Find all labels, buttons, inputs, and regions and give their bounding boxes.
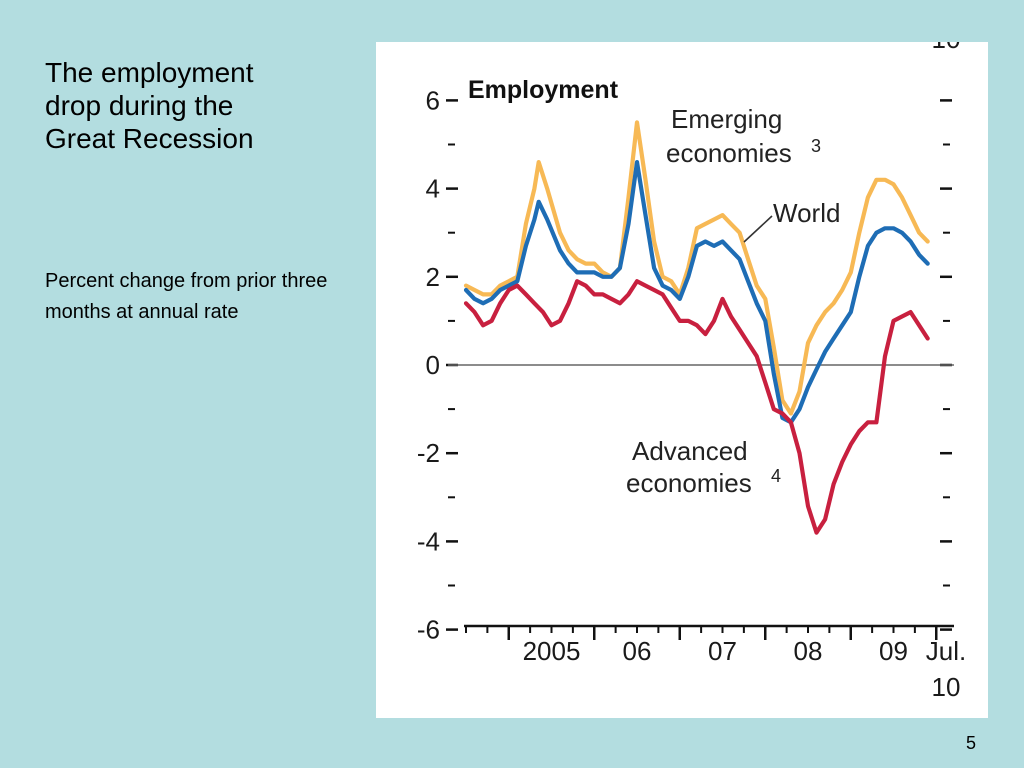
x-tick-label: 2005 — [523, 636, 581, 666]
labels-layer: Employment Emerging economies 3 World Advance… — [468, 76, 840, 498]
series-line-world — [463, 160, 930, 425]
x-tick-label: 09 — [879, 636, 908, 666]
world-leader-line — [743, 215, 773, 243]
series-label-advanced: Advanced — [632, 436, 748, 466]
series-label-emerging-superscript: 3 — [811, 136, 821, 156]
top-right-tick-label: 10 — [932, 42, 961, 54]
series-line-advanced-economies — [463, 279, 930, 535]
page-number: 5 — [965, 733, 976, 753]
series-layer — [463, 120, 930, 535]
series-line-emerging-economies — [463, 120, 930, 416]
y-tick-label: 2 — [426, 262, 440, 292]
y-tick-label: -4 — [417, 526, 440, 556]
y-tick-label: 4 — [426, 174, 440, 204]
y-tick-label: -6 — [417, 615, 440, 645]
y-tick-label: 0 — [426, 350, 440, 380]
slide-title: The employment drop during the Great Rec… — [45, 57, 254, 154]
series-label-advanced-line2: economies — [626, 468, 752, 498]
series-label-emerging: Emerging — [671, 104, 782, 134]
axes-layer: 6 4 2 0 -2 -4 -6 2005 06 07 08 09 Jul. 10 10 — [417, 42, 966, 702]
chart-panel: 6 4 2 0 -2 -4 -6 2005 06 07 08 09 Jul. 10 10 Employmen… — [376, 42, 988, 718]
y-tick-label: 6 — [426, 85, 440, 115]
chart-title: Employment — [468, 76, 619, 104]
slide-subtitle: Percent change from prior three months a… — [45, 270, 328, 323]
x-tick-label: 06 — [623, 636, 652, 666]
x-tick-label: 08 — [794, 636, 823, 666]
series-label-advanced-superscript: 4 — [771, 466, 781, 486]
y-tick-label: -2 — [417, 438, 440, 468]
x-tick-label: 07 — [708, 636, 737, 666]
series-label-world: World — [773, 198, 840, 228]
x-tick-label-secondary: 10 — [932, 672, 961, 702]
employment-chart: 6 4 2 0 -2 -4 -6 2005 06 07 08 09 Jul. 10 10 Employmen… — [417, 42, 966, 702]
x-tick-label: Jul. — [926, 636, 966, 666]
series-label-emerging-line2: economies — [666, 138, 792, 168]
